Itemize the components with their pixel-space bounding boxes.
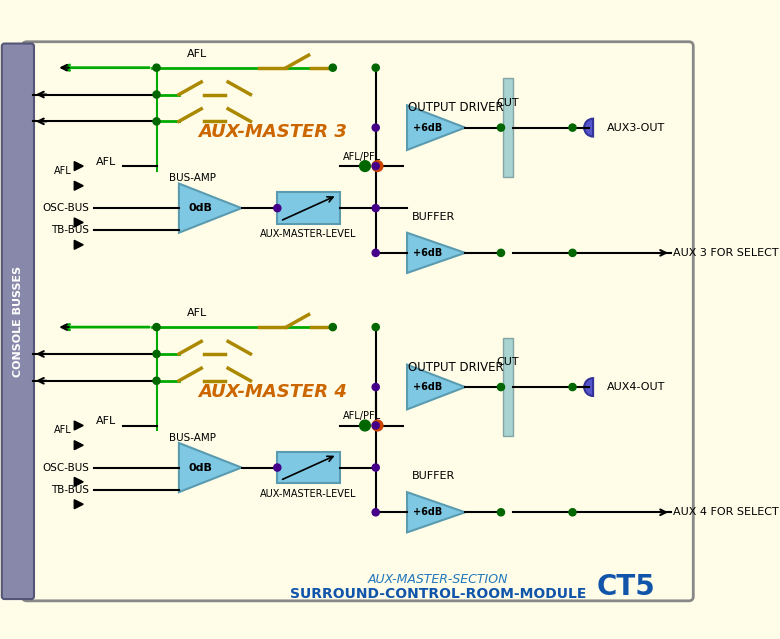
Text: BUFFER: BUFFER <box>413 471 456 481</box>
Circle shape <box>153 323 160 330</box>
Text: +6dB: +6dB <box>413 123 442 133</box>
Circle shape <box>274 464 281 471</box>
Bar <box>278 192 340 224</box>
Polygon shape <box>74 181 83 190</box>
Circle shape <box>153 118 160 125</box>
Bar <box>278 452 340 483</box>
Polygon shape <box>74 477 83 486</box>
Polygon shape <box>179 443 242 492</box>
Text: AUX4-OUT: AUX4-OUT <box>607 382 665 392</box>
Text: CUT: CUT <box>497 357 519 367</box>
Polygon shape <box>74 218 83 227</box>
Text: AFL: AFL <box>96 157 116 167</box>
FancyBboxPatch shape <box>2 43 34 599</box>
Circle shape <box>372 383 379 390</box>
Polygon shape <box>407 105 465 150</box>
Circle shape <box>498 124 505 131</box>
Text: AFL/PFL: AFL/PFL <box>343 411 381 421</box>
Circle shape <box>498 509 505 516</box>
Circle shape <box>153 64 160 72</box>
Text: AUX 3 FOR SELECT: AUX 3 FOR SELECT <box>672 248 778 258</box>
Polygon shape <box>407 492 465 532</box>
Bar <box>503 79 513 177</box>
FancyBboxPatch shape <box>23 42 693 601</box>
Circle shape <box>274 204 281 212</box>
Text: SURROUND-CONTROL-ROOM-MODULE: SURROUND-CONTROL-ROOM-MODULE <box>290 587 587 601</box>
Circle shape <box>498 383 505 390</box>
Text: 0dB: 0dB <box>189 463 213 473</box>
Text: AFL: AFL <box>186 308 207 318</box>
Polygon shape <box>407 233 465 273</box>
Text: AFL: AFL <box>54 425 72 435</box>
Text: CT5: CT5 <box>597 573 655 601</box>
Circle shape <box>372 323 379 330</box>
Text: AFL: AFL <box>96 416 116 426</box>
Text: AUX-MASTER-SECTION: AUX-MASTER-SECTION <box>368 573 509 586</box>
Circle shape <box>329 64 336 72</box>
Text: CUT: CUT <box>497 98 519 108</box>
Text: AUX3-OUT: AUX3-OUT <box>607 123 665 133</box>
Text: +6dB: +6dB <box>413 382 442 392</box>
Text: AFL/PFL: AFL/PFL <box>343 151 381 162</box>
Polygon shape <box>179 183 242 233</box>
Text: +6dB: +6dB <box>413 248 442 258</box>
Circle shape <box>372 161 383 171</box>
Circle shape <box>372 249 379 256</box>
Circle shape <box>153 377 160 384</box>
Text: AUX-MASTER-LEVEL: AUX-MASTER-LEVEL <box>261 489 357 499</box>
Text: OSC-BUS: OSC-BUS <box>43 203 90 213</box>
Bar <box>503 338 513 436</box>
Text: CONSOLE BUSSES: CONSOLE BUSSES <box>13 266 23 377</box>
Circle shape <box>153 91 160 98</box>
Text: AUX-MASTER 3: AUX-MASTER 3 <box>198 123 347 141</box>
Circle shape <box>372 162 379 170</box>
Text: AUX 4 FOR SELECT: AUX 4 FOR SELECT <box>672 507 778 518</box>
Polygon shape <box>74 421 83 430</box>
Text: AFL: AFL <box>54 166 72 176</box>
Text: 0dB: 0dB <box>189 203 213 213</box>
Circle shape <box>569 383 576 390</box>
Polygon shape <box>74 500 83 509</box>
Circle shape <box>569 509 576 516</box>
Circle shape <box>360 161 370 171</box>
Text: BUFFER: BUFFER <box>413 212 456 222</box>
Circle shape <box>372 64 379 72</box>
Text: TB-BUS: TB-BUS <box>51 485 90 495</box>
Text: +6dB: +6dB <box>413 507 442 518</box>
Text: OSC-BUS: OSC-BUS <box>43 463 90 473</box>
Text: OUTPUT DRIVER: OUTPUT DRIVER <box>409 101 504 114</box>
Circle shape <box>372 420 383 431</box>
Polygon shape <box>74 162 83 171</box>
Circle shape <box>498 249 505 256</box>
Circle shape <box>153 350 160 357</box>
Circle shape <box>372 422 379 429</box>
Circle shape <box>372 509 379 516</box>
Circle shape <box>372 464 379 471</box>
Polygon shape <box>407 365 465 410</box>
Text: BUS-AMP: BUS-AMP <box>168 433 216 442</box>
Text: BUS-AMP: BUS-AMP <box>168 173 216 183</box>
Polygon shape <box>74 240 83 249</box>
Text: OUTPUT DRIVER: OUTPUT DRIVER <box>409 360 504 374</box>
Text: AUX-MASTER 4: AUX-MASTER 4 <box>198 383 347 401</box>
Wedge shape <box>584 378 593 396</box>
Circle shape <box>569 249 576 256</box>
Text: AUX-MASTER-LEVEL: AUX-MASTER-LEVEL <box>261 229 357 240</box>
Circle shape <box>329 323 336 330</box>
Circle shape <box>372 124 379 131</box>
Text: AFL: AFL <box>186 49 207 59</box>
Circle shape <box>372 204 379 212</box>
Polygon shape <box>74 441 83 450</box>
Circle shape <box>360 420 370 431</box>
Wedge shape <box>584 119 593 137</box>
Text: TB-BUS: TB-BUS <box>51 226 90 236</box>
Circle shape <box>569 124 576 131</box>
